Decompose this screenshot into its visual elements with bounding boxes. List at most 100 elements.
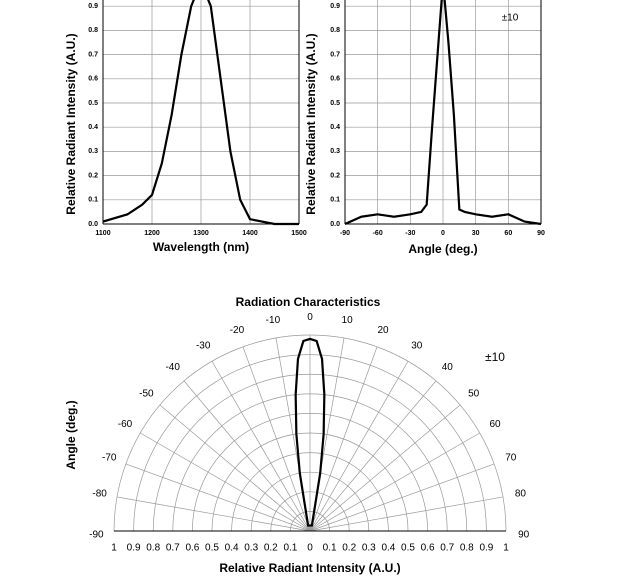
x-tick-label: 1200 (144, 230, 160, 237)
x-tick-label: -90 (340, 230, 350, 237)
grid-spoke (211, 361, 311, 532)
y-tick-label: 0.0 (330, 221, 340, 228)
r-tick-label: 0.5 (205, 543, 219, 554)
y-tick-label: 0.5 (88, 100, 98, 107)
r-tick-label: 1 (503, 543, 509, 554)
r-tick-label: 0.4 (225, 543, 239, 554)
y-tick-label: 0.6 (330, 76, 340, 83)
r-tick-label: 0.2 (342, 543, 356, 554)
grid-spoke (159, 404, 311, 532)
theta-tick-label: -60 (118, 419, 133, 430)
grid-spoke (125, 463, 311, 532)
r-tick-label: 0.5 (401, 543, 415, 554)
x-axis-label: Wavelength (nm) (153, 240, 249, 254)
theta-tick-label: -50 (139, 388, 154, 399)
theta-tick-label: 70 (505, 453, 517, 464)
grid-spoke (309, 496, 504, 532)
x-tick-label: 30 (472, 230, 480, 237)
curve (102, 0, 299, 226)
grid-spoke (140, 432, 311, 532)
theta-tick-label: -20 (230, 325, 245, 336)
r-tick-label: 0.6 (421, 543, 435, 554)
r-tick-label: 0 (307, 543, 313, 554)
theta-tick-label: -40 (165, 362, 180, 373)
y-axis-label: Angle (deg.) (64, 400, 78, 469)
lobe (294, 337, 326, 527)
grid-spoke (183, 380, 311, 532)
grid-spoke (309, 463, 495, 532)
r-tick-label: 0.1 (323, 543, 337, 554)
r-tick-label: 0.9 (479, 543, 493, 554)
y-axis-label: Relative Radiant Intensity (A.U.) (64, 33, 78, 214)
grid-spoke (309, 432, 480, 532)
theta-tick-label: 0 (307, 312, 313, 323)
y-tick-label: 0.0 (88, 221, 98, 228)
r-tick-label: 0.7 (440, 543, 454, 554)
r-tick-label: 0.3 (244, 543, 258, 554)
x-tick-label: 1300 (193, 230, 209, 237)
theta-tick-label: 60 (489, 419, 501, 430)
theta-tick-label: 80 (515, 489, 527, 500)
x-tick-label: 1100 (95, 230, 110, 237)
annotation: ±10 (485, 350, 505, 364)
r-tick-label: 0.1 (283, 543, 297, 554)
theta-tick-label: 40 (442, 362, 454, 373)
grid-spoke (309, 404, 461, 532)
theta-tick-label: 20 (378, 325, 390, 336)
chart-title: Radiation Characteristics (236, 295, 381, 309)
x-axis-label: Angle (deg.) (408, 242, 477, 256)
y-tick-label: 0.3 (330, 148, 340, 155)
theta-tick-label: 30 (411, 341, 423, 352)
x-tick-label: 1500 (291, 230, 307, 237)
r-tick-label: 0.4 (381, 543, 395, 554)
y-tick-label: 0.7 (88, 51, 98, 58)
r-tick-label: 1 (111, 543, 117, 554)
theta-tick-label: 50 (468, 388, 480, 399)
x-tick-label: -60 (373, 230, 383, 237)
y-tick-label: 0.9 (88, 3, 98, 10)
y-tick-label: 0.1 (330, 197, 340, 204)
y-tick-label: 0.6 (88, 76, 98, 83)
x-axis-label: Relative Radiant Intensity (A.U.) (219, 561, 400, 575)
y-tick-label: 0.2 (330, 172, 340, 179)
grid-spoke (309, 346, 378, 532)
grid-spoke (116, 496, 311, 532)
y-tick-label: 0.8 (88, 27, 98, 34)
y-tick-label: 0.3 (88, 148, 98, 155)
theta-tick-label: -90 (89, 530, 104, 541)
y-axis-label: Relative Radiant Intensity (A.U.) (304, 33, 318, 214)
r-tick-label: 0.8 (146, 543, 160, 554)
r-tick-label: 0.7 (166, 543, 180, 554)
y-tick-label: 0.7 (330, 51, 340, 58)
y-tick-label: 0.1 (88, 197, 98, 204)
y-tick-label: 0.4 (330, 124, 340, 131)
annotation: ±10 (502, 13, 519, 24)
r-tick-label: 0.3 (362, 543, 376, 554)
y-tick-label: 0.8 (330, 27, 340, 34)
x-tick-label: 90 (537, 230, 545, 237)
r-tick-label: 0.6 (185, 543, 199, 554)
x-tick-label: 0 (441, 230, 445, 237)
r-tick-label: 0.8 (460, 543, 474, 554)
theta-tick-label: 90 (518, 530, 530, 541)
r-tick-label: 0.9 (127, 543, 141, 554)
x-tick-label: 1400 (242, 230, 258, 237)
theta-tick-label: 10 (342, 315, 354, 326)
theta-tick-label: -70 (102, 453, 117, 464)
theta-tick-label: -10 (266, 315, 281, 326)
curve (344, 0, 542, 226)
grid-spoke (242, 346, 311, 532)
grid-spoke (309, 361, 409, 532)
y-tick-label: 0.9 (330, 3, 340, 10)
grid-spoke (309, 380, 437, 532)
y-tick-label: 0.5 (330, 100, 340, 107)
r-tick-label: 0.2 (264, 543, 278, 554)
theta-tick-label: -80 (92, 489, 107, 500)
x-tick-label: 60 (504, 230, 512, 237)
y-tick-label: 0.2 (88, 172, 98, 179)
x-tick-label: -30 (405, 230, 415, 237)
y-tick-label: 0.4 (88, 124, 98, 131)
theta-tick-label: -30 (196, 341, 211, 352)
